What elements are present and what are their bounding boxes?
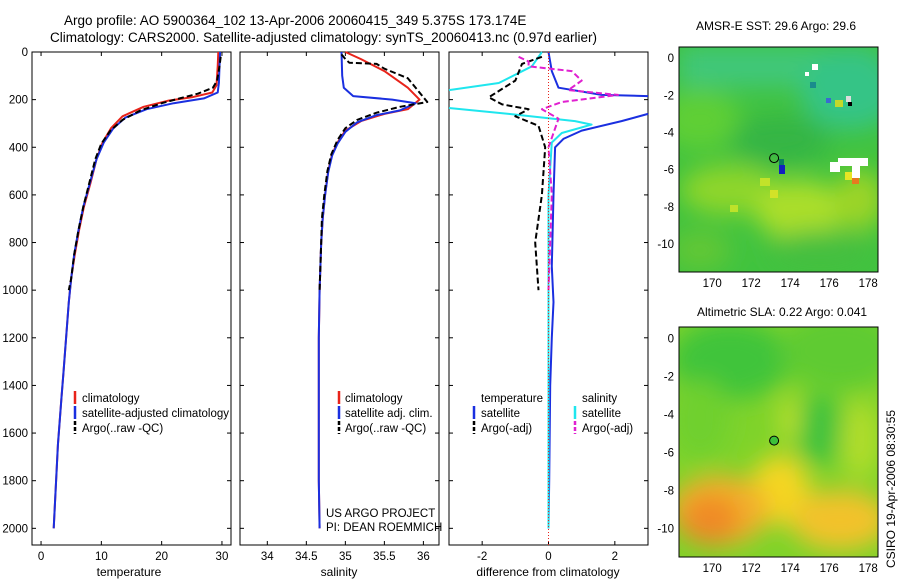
diff-legend-sal-argo: Argo(-adj) xyxy=(582,423,633,435)
difference-series-satellite-temperature-deep xyxy=(547,112,649,529)
sst-argo-marker xyxy=(769,153,780,164)
sst_map-xtick-label: 174 xyxy=(781,278,801,290)
temperature-series-climatology xyxy=(52,51,220,529)
difference-series-argo-adj-salinity- xyxy=(518,55,620,291)
sst_map-ytick-label: -4 xyxy=(664,128,675,140)
depth-tick-label: 1600 xyxy=(2,428,28,440)
sla_map-xtick-label: 176 xyxy=(820,563,839,575)
sla_map-xtick-label: 178 xyxy=(859,563,878,575)
salinity-xtick-label: 34.5 xyxy=(295,551,317,563)
temperature-legend: climatology satellite-adjusted climatolo… xyxy=(73,391,229,435)
sst_map-ytick-label: -8 xyxy=(664,202,674,214)
temperature-series-argo-raw-qc- xyxy=(67,56,222,291)
salinity-xtick-label: 34 xyxy=(261,551,274,563)
diff-legend-salinity-heading: salinity xyxy=(582,393,617,405)
depth-tick-label: 1000 xyxy=(2,285,28,297)
depth-tick-label: 1400 xyxy=(2,380,28,392)
sst-map xyxy=(679,47,878,272)
sst_map-ytick-label: -2 xyxy=(664,90,674,102)
figure-title-line2: Climatology: CARS2000. Satellite-adjuste… xyxy=(50,30,598,45)
difference-series-satellite-salinity-deep xyxy=(448,107,593,529)
diff-legend-temperature-heading: temperature xyxy=(481,393,543,405)
salinity-axes xyxy=(239,51,440,546)
depth-tick-label: 600 xyxy=(9,190,28,202)
depth-tick-label: 800 xyxy=(9,238,28,250)
sst-map-title: AMSR-E SST: 29.6 Argo: 29.6 xyxy=(696,19,856,33)
difference-series-satellite-temperature- xyxy=(547,51,649,98)
sla_map-ytick-label: 0 xyxy=(668,333,674,345)
salinity-legend: climatology satellite adj. clim. Argo(..… xyxy=(337,391,433,435)
difference-series-satellite-salinity- xyxy=(448,51,543,92)
sla_map-ytick-label: -10 xyxy=(657,523,674,535)
sst_map-xtick-label: 178 xyxy=(859,278,878,290)
sal-legend-climatology: climatology xyxy=(345,393,403,405)
salinity-xlabel: salinity xyxy=(321,565,358,579)
sst_map-xtick-label: 172 xyxy=(742,278,761,290)
difference-series-argo-adj-temperature- xyxy=(487,55,547,291)
temperature-xtick-label: 30 xyxy=(216,551,229,563)
project-label: US ARGO PROJECT xyxy=(326,508,435,520)
sla_map-ytick-label: -4 xyxy=(664,409,675,421)
salinity-series-climatology xyxy=(317,51,421,529)
sla-map-frame xyxy=(678,326,879,558)
temp-legend-argo: Argo(..raw -QC) xyxy=(82,423,163,435)
depth-tick-label: 0 xyxy=(22,47,28,59)
depth-tick-label: 1200 xyxy=(2,333,28,345)
difference-xlabel: difference from climatology xyxy=(476,565,619,579)
sal-legend-argo: Argo(..raw -QC) xyxy=(345,423,426,435)
diff-legend-sal-satellite: satellite xyxy=(582,408,621,420)
diff-legend-temp-argo: Argo(-adj) xyxy=(481,423,532,435)
temperature-xtick-label: 0 xyxy=(38,551,44,563)
temperature-xtick-label: 20 xyxy=(155,551,168,563)
sla-map xyxy=(679,327,878,557)
salinity-series-argo-raw-qc- xyxy=(318,53,429,291)
sla-map-title: Altimetric SLA: 0.22 Argo: 0.041 xyxy=(697,305,867,319)
figure-title-line1: Argo profile: AO 5900364_102 13-Apr-2006… xyxy=(64,13,527,28)
temperature-xlabel: temperature xyxy=(97,565,162,579)
sla_map-ytick-label: -2 xyxy=(664,371,674,383)
sla_map-xtick-label: 170 xyxy=(703,563,722,575)
salinity-xtick-label: 35.5 xyxy=(373,551,395,563)
timestamp-label: CSIRO 19-Apr-2006 08:30:55 xyxy=(884,410,898,568)
salinity-xtick-label: 35 xyxy=(339,551,352,563)
sla_map-xtick-label: 172 xyxy=(742,563,761,575)
salinity-series-satellite-adj-clim- xyxy=(317,51,417,529)
sst-map-frame xyxy=(678,46,879,273)
sla_map-xtick-label: 174 xyxy=(781,563,801,575)
pi-label: PI: DEAN ROEMMICH xyxy=(326,522,442,534)
difference-xtick-label: -2 xyxy=(477,551,487,563)
depth-tick-label: 2000 xyxy=(2,523,28,535)
difference-xtick-label: 0 xyxy=(545,551,551,563)
sal-legend-satellite: satellite adj. clim. xyxy=(345,408,433,420)
sst_map-ytick-label: -10 xyxy=(657,239,674,251)
sst_map-ytick-label: 0 xyxy=(668,53,674,65)
difference-legend: temperature salinity satellite Argo(-adj… xyxy=(472,393,633,435)
temp-legend-satellite: satellite-adjusted climatology xyxy=(82,408,229,420)
diff-legend-temp-satellite: satellite xyxy=(481,408,520,420)
sst_map-ytick-label: -6 xyxy=(664,165,674,177)
salinity-xtick-label: 36 xyxy=(417,551,430,563)
depth-tick-label: 200 xyxy=(9,95,28,107)
depth-tick-label: 1800 xyxy=(2,476,28,488)
temperature-xtick-label: 10 xyxy=(95,551,108,563)
temp-legend-climatology: climatology xyxy=(82,393,140,405)
temperature-axes xyxy=(31,51,232,546)
temperature-series-satellite-adjusted-climatology xyxy=(52,51,222,529)
sst_map-xtick-label: 176 xyxy=(820,278,839,290)
difference-xtick-label: 2 xyxy=(612,551,618,563)
depth-tick-label: 400 xyxy=(9,142,28,154)
sla-argo-marker xyxy=(769,435,780,446)
sla_map-ytick-label: -6 xyxy=(664,447,674,459)
sla_map-ytick-label: -8 xyxy=(664,485,674,497)
sst_map-xtick-label: 170 xyxy=(703,278,722,290)
